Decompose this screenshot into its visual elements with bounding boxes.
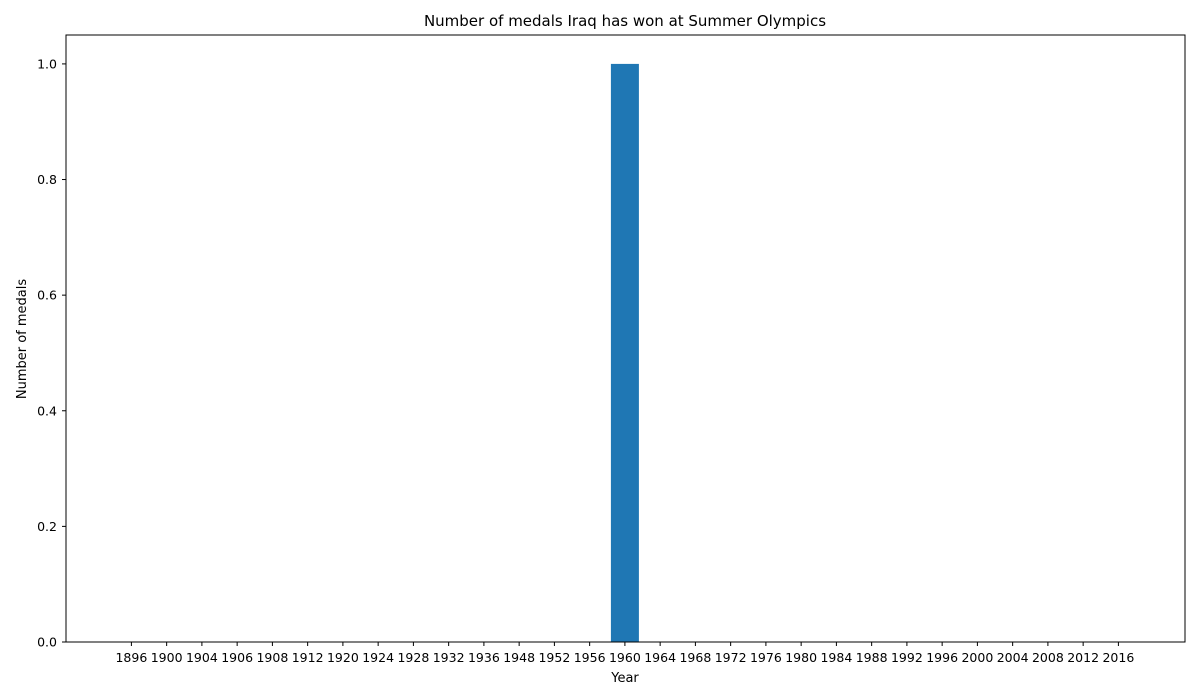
x-tick-label: 1960	[609, 650, 641, 665]
x-tick-label: 1896	[115, 650, 147, 665]
x-tick-label: 1908	[256, 650, 288, 665]
y-tick-label: 0.4	[37, 403, 57, 418]
y-tick-label: 0.8	[37, 172, 57, 187]
x-tick-label: 1900	[151, 650, 183, 665]
x-tick-label: 2012	[1067, 650, 1099, 665]
y-tick-label: 0.6	[37, 288, 57, 303]
y-tick-label: 0.2	[37, 519, 57, 534]
x-tick-label: 1964	[644, 650, 676, 665]
x-tick-label: 1980	[785, 650, 817, 665]
y-tick-label: 1.0	[37, 56, 57, 71]
x-tick-label: 1988	[856, 650, 888, 665]
plot-area: 1896 1900 1904 1906 1908 1912 1920 1924 1928 1932…	[37, 56, 1134, 665]
x-tick-label: 1948	[503, 650, 535, 665]
x-tick-label: 1984	[820, 650, 852, 665]
x-tick-label: 1952	[538, 650, 570, 665]
x-tick-label: 1920	[327, 650, 359, 665]
x-tick-label: 1956	[574, 650, 606, 665]
x-tick-label: 1906	[221, 650, 253, 665]
x-tick-label: 1992	[891, 650, 923, 665]
x-tick-label: 1924	[362, 650, 394, 665]
x-tick-label: 1928	[397, 650, 429, 665]
axes-frame	[65, 34, 1186, 643]
x-axis-label: Year	[610, 671, 639, 686]
x-tick-label: 2004	[997, 650, 1029, 665]
chart-title: Number of medals Iraq has won at Summer …	[424, 12, 826, 30]
x-tick-label: 1976	[750, 650, 782, 665]
y-axis-label: Number of medals	[15, 279, 30, 400]
x-tick-label: 1996	[926, 650, 958, 665]
x-tick-label: 2016	[1102, 650, 1134, 665]
x-tick-label: 1968	[679, 650, 711, 665]
y-tick-label: 0.0	[37, 635, 57, 650]
x-tick-label: 2000	[961, 650, 993, 665]
x-tick-label: 1912	[292, 650, 324, 665]
x-tick-label: 1932	[433, 650, 465, 665]
x-tick-label: 1904	[186, 650, 218, 665]
x-tick-label: 2008	[1032, 650, 1064, 665]
bar-1960	[610, 63, 639, 642]
x-tick-label: 1972	[715, 650, 747, 665]
x-tick-label: 1936	[468, 650, 500, 665]
